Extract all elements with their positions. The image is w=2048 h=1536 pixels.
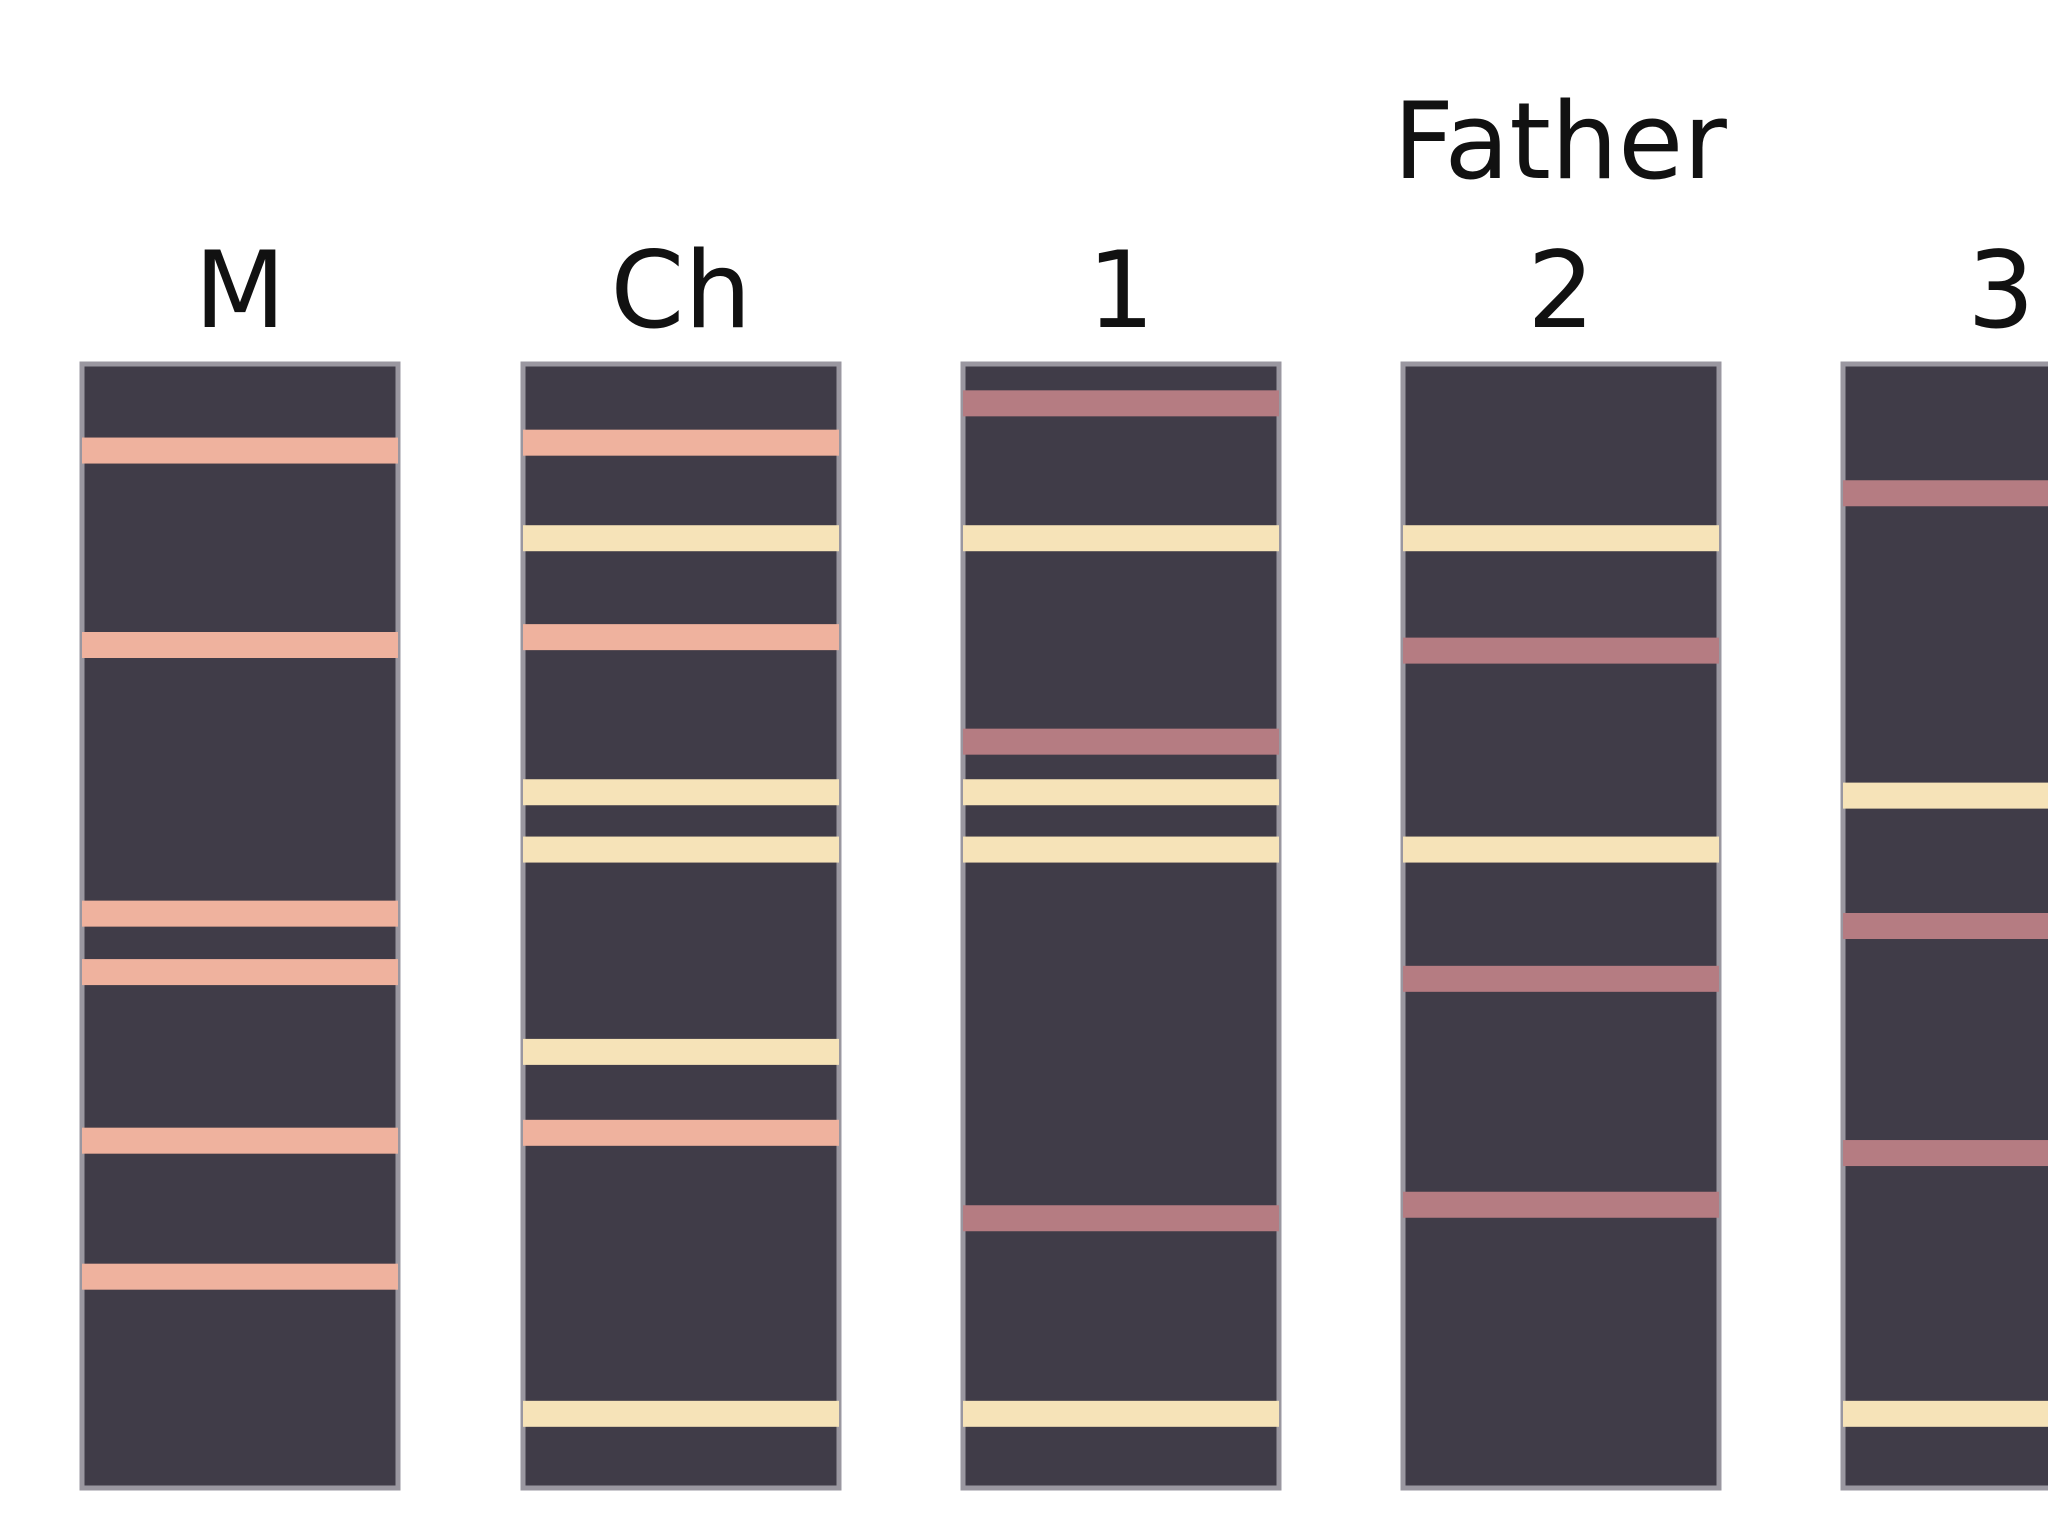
lane-label-father-3: 3 (1967, 229, 2034, 352)
band-mother-6 (82, 1263, 398, 1290)
band-child-2 (523, 525, 839, 552)
band-father-3-4 (1843, 1140, 2048, 1167)
band-father-3-5 (1843, 1400, 2048, 1427)
band-father-1-5 (963, 836, 1279, 863)
lane-label-father-1: 1 (1087, 229, 1154, 352)
band-child-3 (523, 624, 839, 651)
band-father-3-2 (1843, 782, 2048, 809)
band-father-3-3 (1843, 913, 2048, 939)
band-child-1 (523, 429, 839, 456)
band-mother-5 (82, 1127, 398, 1154)
band-father-3-1 (1843, 480, 2048, 507)
band-father-1-3 (963, 728, 1279, 755)
band-father-1-7 (963, 1400, 1279, 1427)
father-group-label: Father (1393, 80, 1727, 203)
band-child-5 (523, 836, 839, 863)
lane-mother: M (79, 229, 401, 1491)
band-mother-3 (82, 900, 398, 927)
lane-child: Ch (520, 229, 842, 1491)
band-father-1-6 (963, 1205, 1279, 1232)
band-father-2-5 (1403, 1191, 1719, 1218)
band-father-2-1 (1403, 525, 1719, 552)
band-mother-1 (82, 437, 398, 464)
band-father-1-1 (963, 390, 1279, 417)
lane-body-child (520, 361, 842, 1491)
lane-father-1: 1 (960, 229, 1282, 1491)
band-father-2-2 (1403, 637, 1719, 664)
lane-body-father-2 (1400, 361, 1722, 1491)
band-mother-2 (82, 632, 398, 658)
gel-lanes: M Ch 1 2 3 (79, 229, 2048, 1491)
band-father-2-3 (1403, 836, 1719, 863)
lane-body-father-1 (960, 361, 1282, 1491)
band-father-2-4 (1403, 965, 1719, 992)
band-mother-4 (82, 959, 398, 986)
band-child-8 (523, 1400, 839, 1427)
lane-label-mother: M (194, 229, 285, 352)
band-father-1-2 (963, 525, 1279, 552)
lane-label-child: Ch (610, 229, 751, 352)
band-child-7 (523, 1119, 839, 1146)
band-father-1-4 (963, 779, 1279, 806)
band-child-6 (523, 1038, 839, 1065)
lane-father-2: 2 (1400, 229, 1722, 1491)
lane-father-3: 3 (1840, 229, 2048, 1491)
lane-label-father-2: 2 (1527, 229, 1594, 352)
band-child-4 (523, 779, 839, 806)
